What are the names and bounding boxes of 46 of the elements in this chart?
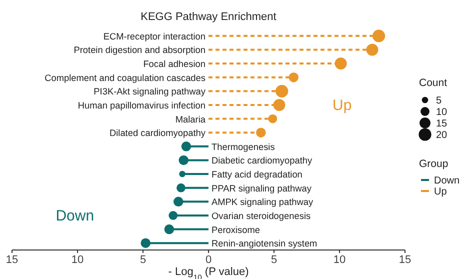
legend-label: Down: [434, 176, 460, 186]
y-tick-label: ECM-receptor interaction: [103, 31, 206, 42]
point: [173, 196, 184, 207]
point: [168, 211, 178, 220]
annotation: Down: [56, 207, 94, 224]
y-tick-label: Human papillomavirus infection: [78, 100, 206, 110]
y-tick-label: PPAR signaling pathway: [212, 183, 312, 194]
annotation: Up: [332, 96, 352, 114]
y-tick-label: AMPK signaling pathway: [212, 197, 314, 208]
x-tick-label: 15: [398, 254, 412, 266]
y-tick-label: Fatty acid degradation: [212, 170, 302, 180]
legend-label: 5: [436, 96, 442, 106]
x-tick-label: 0: [205, 254, 212, 266]
x-tick-label: 10: [333, 254, 346, 266]
x-tick-label: 5: [270, 254, 278, 266]
y-tick-label: Dilated cardiomyopathy: [109, 128, 206, 138]
y-tick-label: Malaria: [175, 114, 206, 124]
legend-label: 10: [436, 107, 448, 118]
point: [334, 58, 347, 70]
x-tick-label: 15: [6, 254, 18, 266]
legend-label: Up: [434, 186, 448, 198]
point: [273, 98, 286, 111]
y-tick-label: Complement and coagulation cascades: [44, 72, 206, 83]
y-tick-label: Thermogenesis: [212, 142, 276, 152]
legend-label: 15: [436, 118, 448, 130]
y-tick-label: Peroxisome: [212, 224, 260, 235]
x-tick-label: 10: [71, 254, 84, 266]
y-tick-label: Renin-angiotensin system: [212, 238, 318, 249]
y-tick-label: Diabetic cardiomyopathy: [212, 156, 313, 166]
point: [372, 30, 386, 42]
x-tick-label: 5: [140, 254, 146, 266]
point: [164, 224, 174, 234]
point: [176, 183, 186, 192]
y-tick-label: Ovarian steroidogenesis: [212, 210, 311, 221]
point: [366, 44, 378, 56]
y-tick-label: PI3K-Akt signaling pathway: [94, 86, 206, 97]
text: Count: [419, 77, 448, 89]
y-tick-label: Focal adhesion: [143, 59, 206, 70]
point: [181, 142, 192, 152]
point: [276, 84, 288, 98]
chart-title: KEGG Pathway Enrichment: [140, 11, 276, 23]
legend-title: Group: [419, 158, 448, 170]
point: [140, 238, 150, 248]
y-tick-label: Protein digestion and absorption: [74, 45, 206, 56]
legend-label: 20: [436, 130, 448, 141]
point: [178, 155, 188, 166]
